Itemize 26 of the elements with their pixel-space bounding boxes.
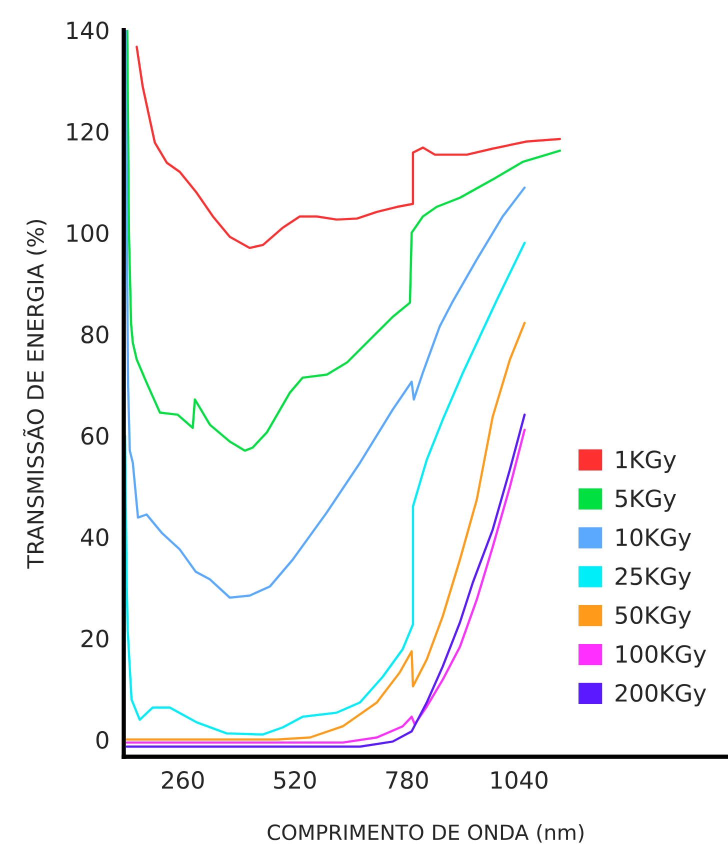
y-tick-label: 60 xyxy=(81,426,108,445)
y-tick-label: 100 xyxy=(67,224,108,242)
legend-label: 25KGy xyxy=(616,567,692,590)
legend-label: 10KGy xyxy=(616,528,692,551)
x-axis-title: COMPRIMENTO DE ONDA (nm) xyxy=(268,824,584,843)
legend-label: 100KGy xyxy=(616,645,706,668)
x-tick-label: 780 xyxy=(386,771,428,789)
legend-label: 1KGy xyxy=(616,450,676,473)
y-tick-label: 140 xyxy=(67,21,108,40)
legend-label: 50KGy xyxy=(616,606,692,629)
y-axis-title: TRANSMISSÃO DE ENERGIA (%) xyxy=(23,220,46,569)
line-series xyxy=(126,30,562,452)
line-series xyxy=(136,46,562,250)
legend-label: 5KGy xyxy=(616,489,676,512)
y-tick-label: 0 xyxy=(96,730,108,749)
y-tick-label: 20 xyxy=(82,630,108,648)
y-tick-label: 80 xyxy=(81,326,108,344)
x-tick-label: 520 xyxy=(274,771,316,789)
line-series xyxy=(124,30,526,599)
legend-label: 200KGy xyxy=(616,684,706,706)
line-series xyxy=(126,322,526,741)
x-tick-label: 1040 xyxy=(492,771,548,789)
x-tick-label: 260 xyxy=(162,771,204,789)
y-tick-label: 120 xyxy=(67,122,108,141)
line-series xyxy=(124,242,526,736)
y-tick-label: 40 xyxy=(80,528,108,546)
